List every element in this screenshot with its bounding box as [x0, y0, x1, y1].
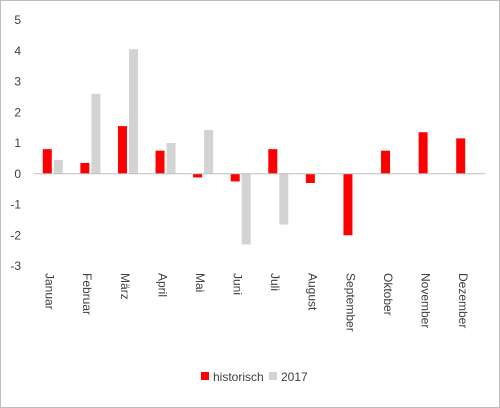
- bar-historisch-september: [343, 173, 353, 236]
- legend-label-historisch: historisch: [213, 370, 264, 384]
- y-tick-label: -2: [10, 228, 21, 242]
- x-tick-label: Juli: [268, 273, 282, 291]
- bar-2017-juli: [279, 173, 289, 225]
- y-tick-label: 3: [14, 75, 21, 89]
- bar-historisch-oktober: [381, 150, 391, 174]
- bar-historisch-juni: [230, 173, 240, 182]
- x-tick-label: Mai: [193, 273, 207, 292]
- x-tick-label: März: [118, 273, 132, 300]
- y-tick-label: 4: [14, 44, 21, 58]
- x-tick-label: April: [155, 273, 169, 297]
- x-axis-tick-labels: Januar Februar März April Mai Juni Juli August S…: [43, 273, 470, 332]
- bar-2017-juni: [241, 173, 251, 245]
- x-tick-label: November: [418, 273, 432, 328]
- y-tick-label: 2: [14, 105, 21, 119]
- bar-2017-märz: [128, 49, 138, 174]
- bar-2017-april: [166, 143, 176, 174]
- x-tick-label: Dezember: [456, 273, 470, 328]
- x-tick-label: August: [306, 273, 320, 311]
- bar-historisch-august: [305, 173, 315, 183]
- y-tick-label: 1: [14, 136, 21, 150]
- y-axis-tick-labels: -3 -2 -1 0 1 2 3 4 5: [10, 13, 21, 273]
- legend-swatch-2017: [269, 372, 277, 380]
- bar-historisch-juli: [268, 149, 278, 174]
- x-tick-label: Januar: [43, 273, 57, 310]
- y-tick-label: 5: [14, 13, 21, 27]
- bar-historisch-februar: [80, 162, 90, 174]
- bars-group: [42, 49, 466, 245]
- x-tick-label: Juni: [231, 273, 245, 295]
- legend: historisch 2017: [201, 370, 308, 384]
- bar-2017-mai: [204, 130, 214, 174]
- bar-historisch-märz: [117, 126, 127, 174]
- bar-historisch-januar: [42, 149, 52, 174]
- bar-historisch-mai: [193, 173, 203, 178]
- y-tick-label: 0: [14, 167, 21, 181]
- y-tick-label: -3: [10, 259, 21, 273]
- bar-historisch-april: [155, 150, 165, 174]
- x-tick-label: Februar: [80, 273, 94, 315]
- legend-swatch-historisch: [201, 372, 209, 380]
- x-tick-label: September: [343, 273, 357, 332]
- bar-2017-februar: [91, 93, 101, 174]
- legend-label-2017: 2017: [281, 370, 308, 384]
- bar-historisch-dezember: [456, 138, 466, 174]
- y-tick-label: -1: [10, 198, 21, 212]
- bar-historisch-november: [418, 132, 428, 174]
- bar-2017-januar: [53, 159, 63, 174]
- x-tick-label: Oktober: [381, 273, 395, 316]
